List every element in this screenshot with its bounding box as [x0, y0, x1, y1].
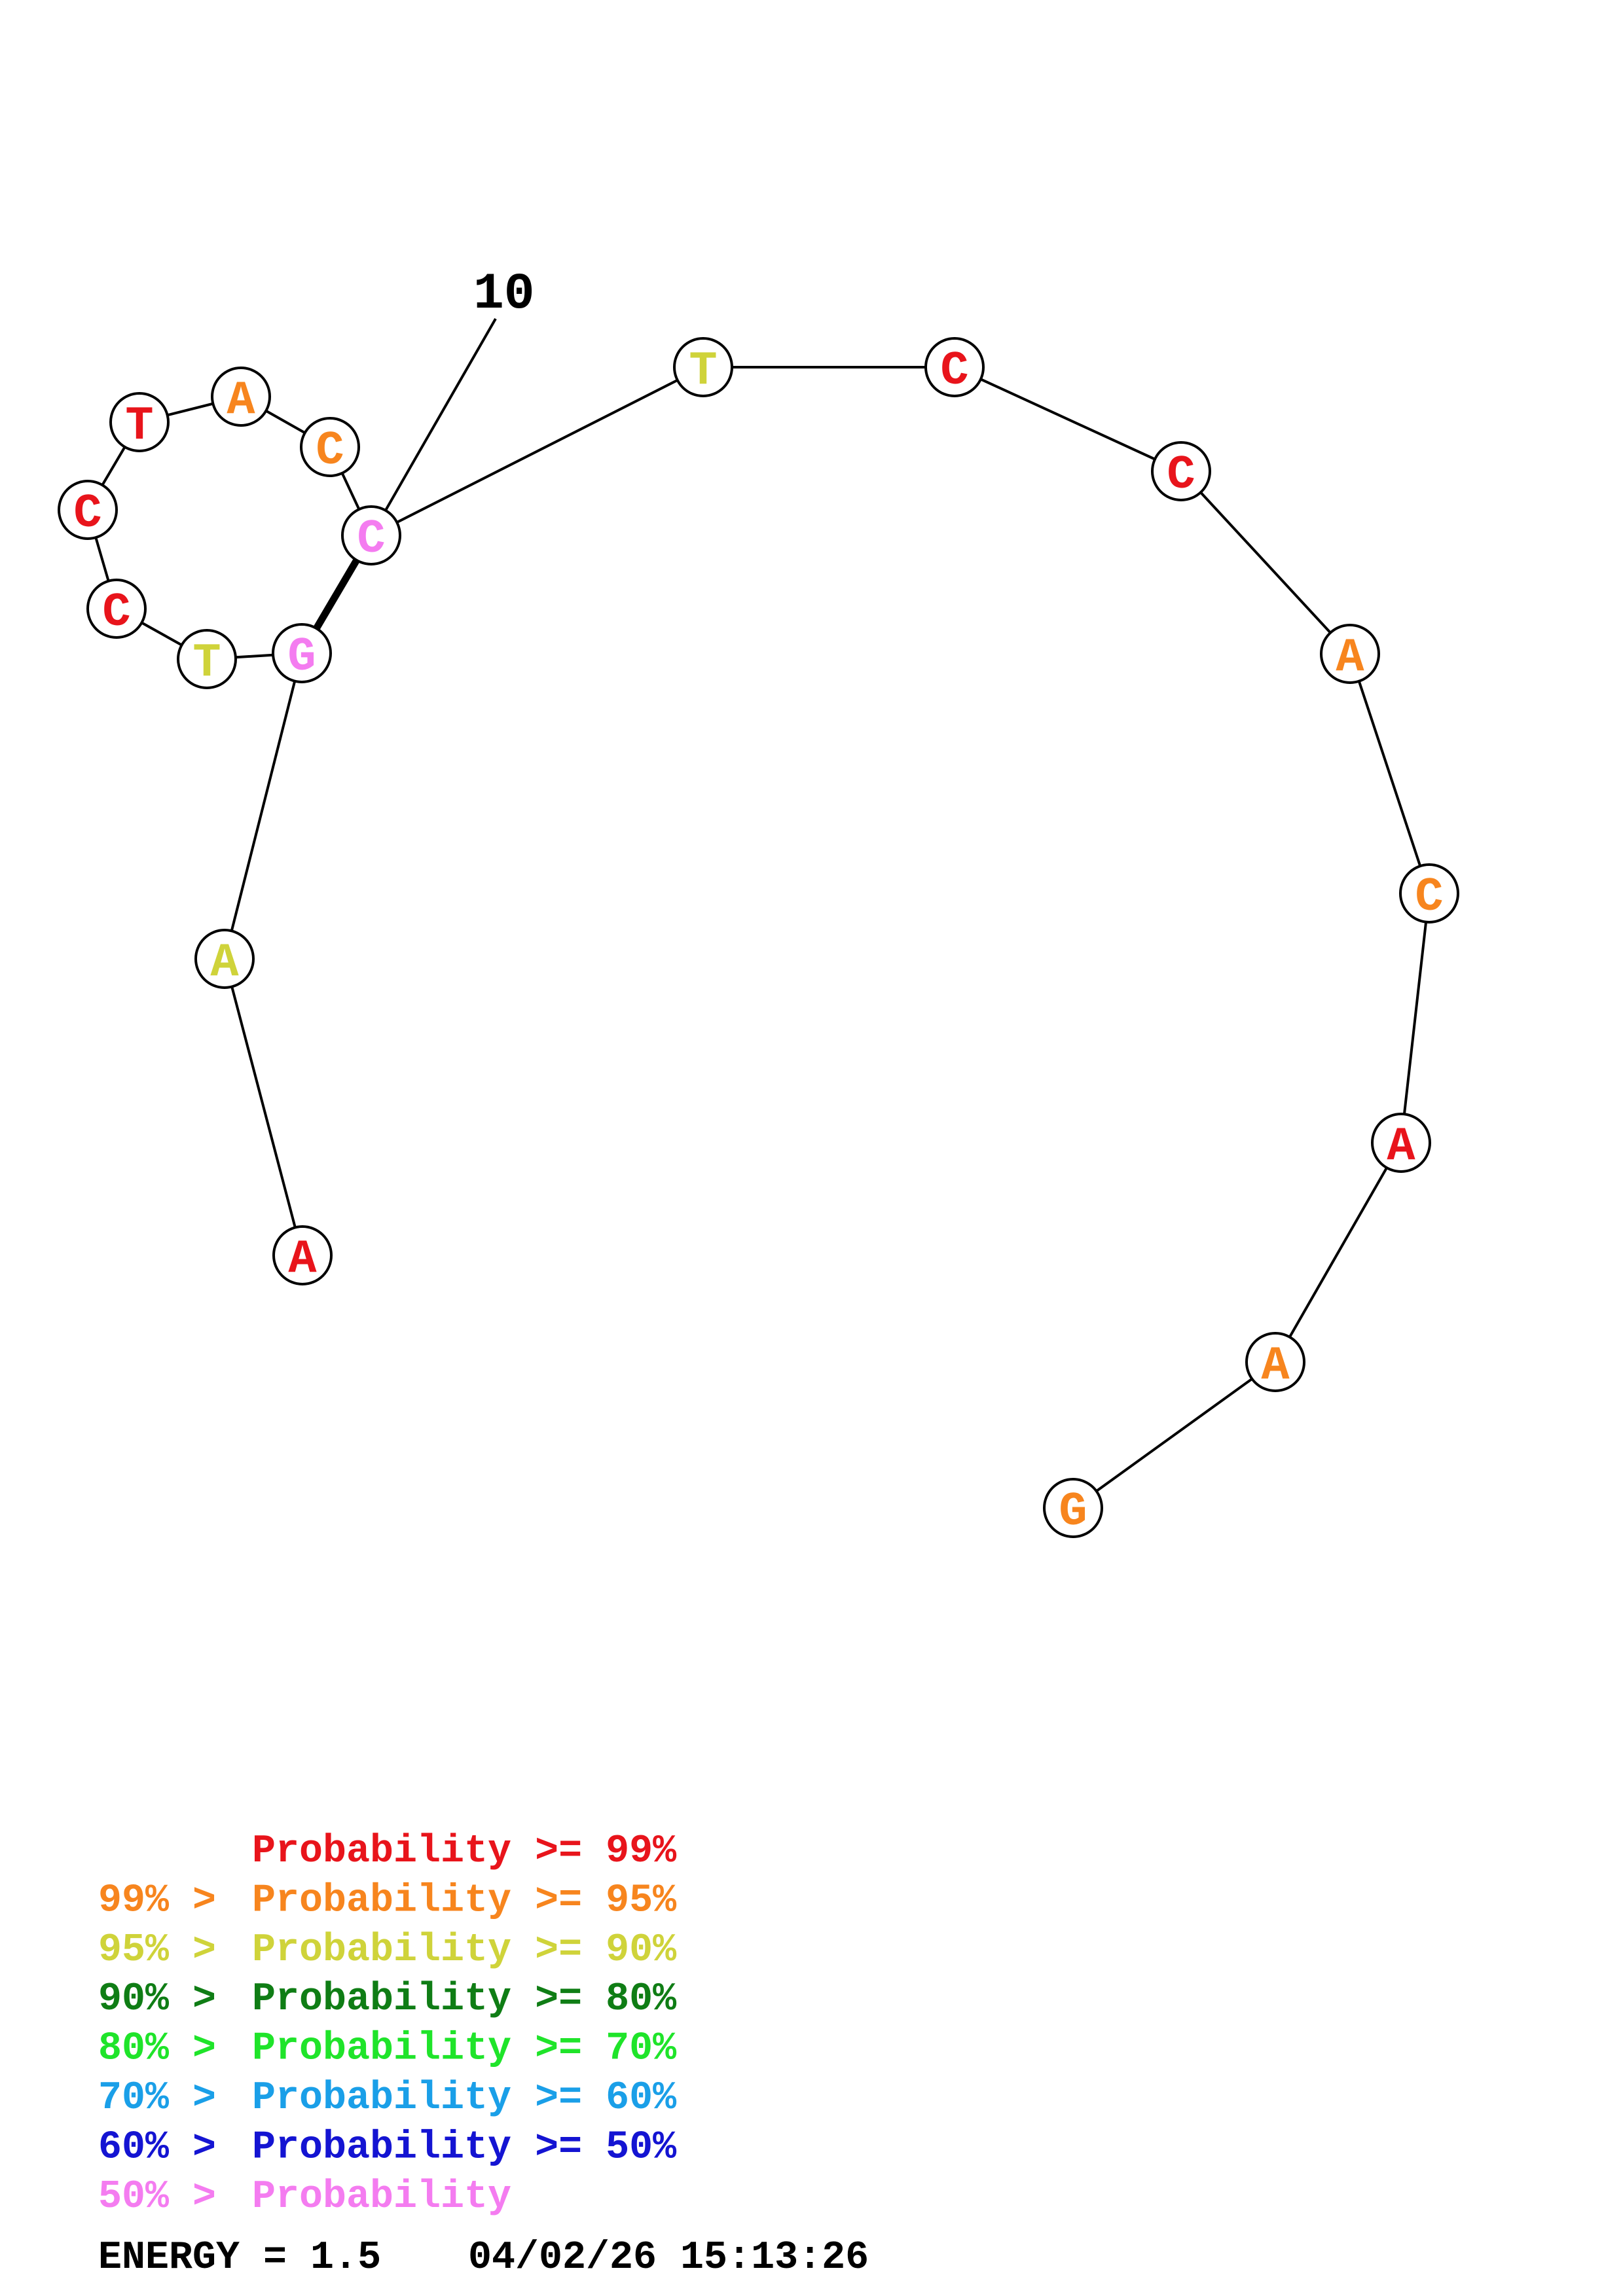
- nucleotide-letter: A: [227, 374, 255, 427]
- backbone-segment: [1400, 893, 1431, 1143]
- legend-prefix: 50% >: [98, 2175, 216, 2219]
- nucleotide-letter: C: [357, 512, 385, 566]
- timestamp: 04/02/26 15:13:26: [468, 2236, 869, 2280]
- nucleotide-circle: [109, 392, 170, 452]
- nucleotide-letter: T: [192, 636, 221, 690]
- backbone-segment: [1072, 1361, 1277, 1509]
- nucleotide-letter: A: [210, 936, 239, 990]
- legend-row: 99% > Probability >= 95%: [98, 1878, 677, 1923]
- backbone-segment: [223, 958, 304, 1256]
- legend-prefix: 90% >: [98, 1977, 216, 2022]
- nucleotide-14: A: [1320, 624, 1380, 685]
- nucleotide-6: C: [58, 480, 118, 541]
- nucleotide-2: A: [194, 929, 255, 990]
- nucleotide-letter: C: [1167, 448, 1195, 502]
- legend-label: Probability >= 80%: [252, 1977, 677, 2022]
- nucleotide-letter: A: [1261, 1339, 1290, 1393]
- nucleotide-letter: A: [1387, 1120, 1415, 1174]
- nucleotide-letter: A: [288, 1232, 317, 1286]
- backbone-segment: [1274, 1142, 1402, 1363]
- legend-prefix: 99% >: [98, 1878, 216, 1923]
- nucleotide-letter: G: [1059, 1485, 1087, 1539]
- legend-row: 50% > Probability: [98, 2175, 511, 2219]
- legend-label: Probability >= 99%: [252, 1829, 677, 1874]
- legend-label: Probability >= 95%: [252, 1878, 677, 1923]
- nucleotide-letter: A: [1336, 631, 1364, 685]
- backbone-segment: [223, 653, 303, 960]
- nucleotide-circle: [1245, 1332, 1305, 1392]
- nucleotide-18: G: [1043, 1478, 1103, 1539]
- nucleotide-letter: T: [125, 399, 153, 453]
- position-label-line: [370, 318, 497, 536]
- nucleotide-circle: [177, 629, 237, 689]
- nucleotide-11: T: [673, 337, 733, 398]
- legend-prefix: 95% >: [98, 1928, 216, 1973]
- nucleotide-letter: T: [689, 344, 717, 398]
- probability-legend: Probability >= 99%99% > Probability >= 9…: [98, 1829, 677, 2219]
- nucleotide-circle: [86, 579, 147, 639]
- nucleotide-letter: C: [73, 487, 101, 541]
- nucleotide-circle: [300, 417, 360, 477]
- nucleotide-letter: C: [940, 344, 968, 398]
- legend-row: 60% > Probability >= 50%: [98, 2125, 677, 2170]
- nucleotide-circle: [924, 337, 985, 397]
- nucleotide-letter: C: [316, 424, 344, 478]
- backbone-segment: [1349, 653, 1431, 894]
- legend-prefix: 80% >: [98, 2027, 216, 2072]
- position-label-10: 10: [473, 266, 535, 323]
- nucleotide-circle: [1320, 624, 1380, 684]
- backbone-segment: [1180, 470, 1351, 655]
- nucleotide-circle: [673, 337, 733, 397]
- legend-label: Probability >= 50%: [252, 2125, 677, 2170]
- nucleotide-letter: G: [287, 630, 316, 684]
- nucleotide-circle: [1399, 863, 1459, 924]
- energy-value: ENERGY = 1.5: [98, 2236, 381, 2280]
- nucleotide-5: C: [86, 579, 147, 639]
- legend-row: 95% > Probability >= 90%: [98, 1928, 677, 1973]
- nucleotide-9: C: [300, 417, 360, 478]
- legend-row: 70% > Probability >= 60%: [98, 2076, 677, 2121]
- nucleotide-10: C: [341, 505, 401, 566]
- nucleotide-7: T: [109, 392, 170, 453]
- legend-prefix: 70% >: [98, 2076, 216, 2121]
- nucleotide-circle: [272, 1225, 333, 1285]
- nucleotide-circle: [1151, 441, 1211, 501]
- nucleotide-13: C: [1151, 441, 1211, 502]
- nucleotide-8: A: [211, 367, 271, 427]
- backbone-segment: [371, 366, 704, 537]
- nucleotide-4: T: [177, 629, 237, 690]
- legend-row: Probability >= 99%: [252, 1829, 677, 1874]
- nucleotide-12: C: [924, 337, 985, 398]
- nucleotide-letter: C: [1415, 870, 1443, 924]
- nucleotide-17: A: [1245, 1332, 1305, 1393]
- nucleotide-circle: [58, 480, 118, 540]
- position-label-layer: 10: [370, 266, 535, 536]
- legend-prefix: 60% >: [98, 2125, 216, 2170]
- legend-label: Probability >= 90%: [252, 1928, 677, 1973]
- nucleotide-letter: C: [102, 586, 130, 639]
- backbone-layer: [86, 366, 1431, 1509]
- nucleotide-circle: [1371, 1113, 1431, 1173]
- nucleotide-15: C: [1399, 863, 1459, 924]
- footer: ENERGY = 1.5 04/02/26 15:13:26: [98, 2236, 869, 2280]
- nucleotide-16: A: [1371, 1113, 1431, 1174]
- backbone-segment: [954, 366, 1182, 473]
- nucleotide-circle: [194, 929, 255, 989]
- nucleotide-circle: [272, 623, 332, 683]
- nucleotide-circle: [1043, 1478, 1103, 1538]
- nucleotide-circle: [211, 367, 271, 427]
- legend-row: 90% > Probability >= 80%: [98, 1977, 677, 2022]
- legend-label: Probability >= 70%: [252, 2027, 677, 2072]
- legend-row: 80% > Probability >= 70%: [98, 2027, 677, 2072]
- nucleotide-circle: [341, 505, 401, 565]
- nucleotide-1: A: [272, 1225, 333, 1286]
- legend-label: Probability: [252, 2175, 511, 2219]
- nucleotide-3: G: [272, 623, 332, 684]
- legend-label: Probability >= 60%: [252, 2076, 677, 2121]
